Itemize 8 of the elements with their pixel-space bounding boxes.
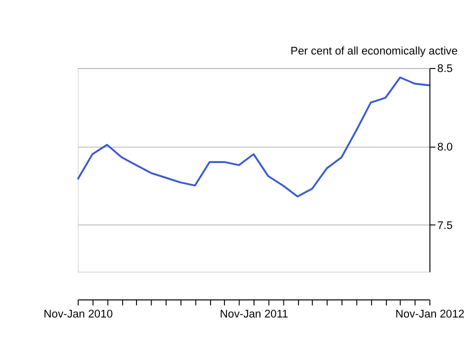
- y-tick-label: 7.5: [437, 220, 453, 232]
- y-tick-label: 8.5: [437, 63, 453, 76]
- y-axis-title: Per cent of all economically active: [290, 46, 458, 58]
- x-tick-label: Nov-Jan 2012: [395, 308, 464, 320]
- y-tick-label: 8.0: [437, 142, 453, 154]
- x-tick-label: Nov-Jan 2011: [220, 308, 288, 320]
- line-series: [76, 76, 430, 198]
- x-tick-label: Nov-Jan 2010: [44, 308, 113, 320]
